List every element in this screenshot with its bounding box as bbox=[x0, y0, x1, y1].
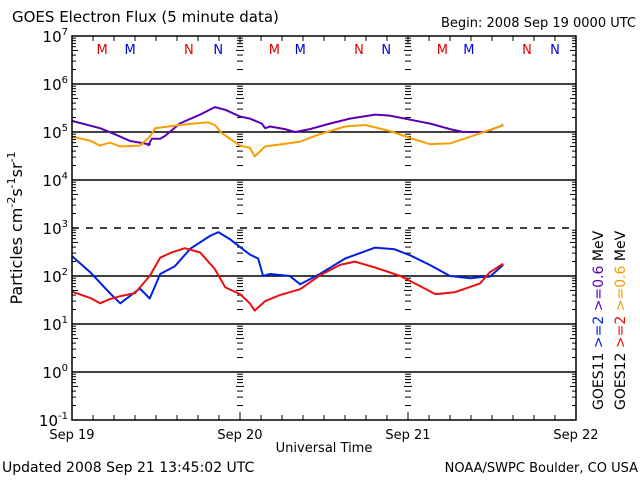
local-time-marker: M bbox=[463, 43, 474, 58]
chart-title: GOES Electron Flux (5 minute data) bbox=[12, 8, 279, 26]
series-line-goes11-2-mev bbox=[71, 231, 504, 305]
series-line-goes11-0-6-mev bbox=[71, 106, 504, 147]
y-tick-label: 107 bbox=[43, 27, 68, 46]
series-line-goes12-0-6-mev bbox=[71, 121, 504, 158]
y-tick-label: 105 bbox=[43, 123, 68, 142]
local-time-marker: N bbox=[522, 43, 532, 58]
x-axis-label: Universal Time bbox=[276, 441, 373, 456]
local-time-marker: N bbox=[354, 43, 364, 58]
legend-entry: >=0.6 bbox=[591, 265, 607, 315]
y-tick-label: 103 bbox=[43, 219, 68, 238]
series-line-goes12-2-mev bbox=[71, 247, 504, 312]
local-time-marker: N bbox=[184, 43, 194, 58]
legend-entry: MeV bbox=[591, 230, 607, 265]
legend-column-2: GOES12 >=2 >=0.6 MeV bbox=[613, 230, 629, 410]
updated-timestamp: Updated 2008 Sep 21 13:45:02 UTC bbox=[2, 460, 255, 476]
y-tick-label: 104 bbox=[43, 171, 68, 190]
local-time-marker: N bbox=[213, 43, 223, 58]
local-time-marker: M bbox=[295, 43, 306, 58]
local-time-marker: N bbox=[550, 43, 560, 58]
legend-entry: MeV bbox=[613, 230, 629, 265]
local-time-marker: M bbox=[437, 43, 448, 58]
y-axis-label: Particles cm-2s-1sr-1 bbox=[5, 151, 26, 304]
x-tick-label: Sep 21 bbox=[385, 428, 430, 443]
legend-entry: GOES12 bbox=[613, 353, 629, 410]
y-tick-label: 101 bbox=[43, 315, 68, 334]
legend-entry: >=2 bbox=[613, 316, 629, 353]
y-tick-label: 102 bbox=[43, 267, 68, 286]
begin-label: Begin: 2008 Sep 19 0000 UTC bbox=[441, 16, 636, 31]
y-tick-label: 100 bbox=[43, 363, 68, 382]
local-time-marker: M bbox=[96, 43, 107, 58]
local-time-marker: M bbox=[269, 43, 280, 58]
legend-column-1: GOES11 >=2 >=0.6 MeV bbox=[591, 230, 607, 410]
y-tick-label: 10-1 bbox=[39, 411, 68, 430]
legend-entry: >=2 bbox=[591, 316, 607, 353]
legend-entry: GOES11 bbox=[591, 353, 607, 410]
credit-label: NOAA/SWPC Boulder, CO USA bbox=[445, 461, 638, 476]
local-time-marker: M bbox=[124, 43, 135, 58]
y-tick-label: 106 bbox=[43, 75, 68, 94]
local-time-marker: N bbox=[381, 43, 391, 58]
x-tick-label: Sep 22 bbox=[553, 428, 598, 443]
legend-entry: >=0.6 bbox=[613, 265, 629, 315]
x-tick-label: Sep 20 bbox=[217, 428, 262, 443]
x-tick-label: Sep 19 bbox=[49, 428, 94, 443]
